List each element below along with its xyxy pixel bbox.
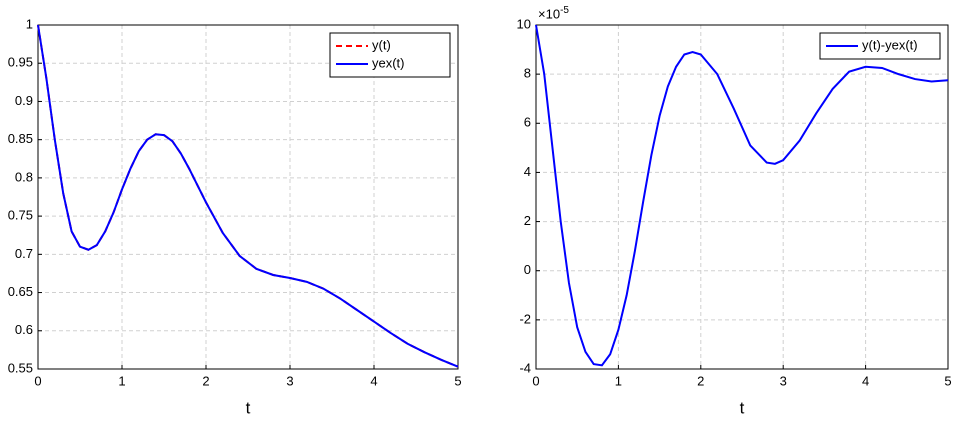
y-tick-label: -4 [519,360,531,375]
legend-label: yex(t) [372,55,405,70]
axes-frame [535,24,949,370]
x-tick-label: 1 [118,373,125,388]
axes-frame [37,24,459,370]
legend-label: y(t)-yex(t) [862,37,918,52]
legend-label: y(t) [372,37,391,52]
y-tick-label: 2 [524,213,531,228]
x-tick-label: 4 [370,373,377,388]
x-tick-label: 1 [615,373,622,388]
y-tick-label: 4 [524,164,531,179]
x-tick-label: 3 [780,373,787,388]
y-tick-label: -2 [519,311,531,326]
x-tick-label: 3 [286,373,293,388]
legend-box [329,32,451,78]
x-axis-label: t [740,398,745,417]
series-line [37,24,459,368]
plot-area [536,25,948,369]
x-tick-label: 5 [454,373,461,388]
series-line [535,24,949,367]
x-tick-label: 2 [697,373,704,388]
y-tick-label: 0.75 [8,208,33,223]
x-tick-label: 0 [532,373,539,388]
y-tick-label: 0.95 [8,55,33,70]
y-tick-label: 0.65 [8,284,33,299]
y-tick-label: 8 [524,66,531,81]
y-tick-label: 0.7 [15,246,33,261]
x-tick-label: 5 [944,373,951,388]
y-tick-label: 0.9 [15,93,33,108]
x-tick-label: 0 [34,373,41,388]
y-tick-label: 6 [524,115,531,130]
y-tick-label: 0.6 [15,322,33,337]
y-tick-label: 1 [26,16,33,31]
x-tick-label: 2 [202,373,209,388]
y-tick-label: 10 [517,16,531,31]
y-tick-label: 0.8 [15,169,33,184]
y-tick-label: 0.85 [8,131,33,146]
y-exponent: -5 [560,5,569,16]
y-multiplier: ×10-5 [538,5,569,22]
plot-area [38,25,458,369]
y-tick-label: 0.55 [8,360,33,375]
y-tick-label: 0 [524,262,531,277]
x-axis-label: t [246,398,251,417]
x-tick-label: 4 [862,373,869,388]
